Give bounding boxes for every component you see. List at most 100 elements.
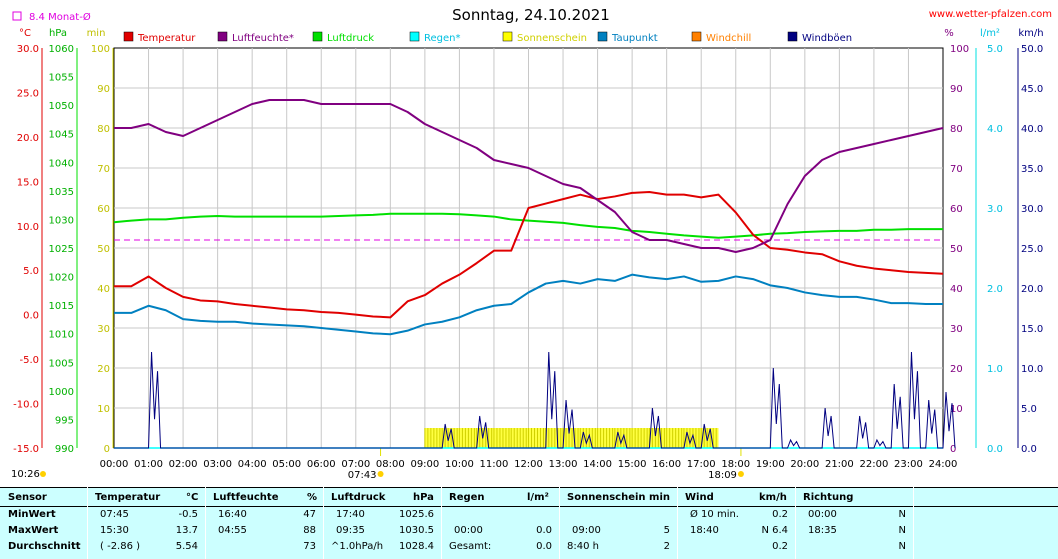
sun-marker-label: 18:09 bbox=[708, 470, 737, 481]
wind-tick-label: 5.0 bbox=[1021, 404, 1037, 415]
series-line-taupunkt bbox=[114, 273, 943, 336]
minutes-tick-label: 50 bbox=[97, 244, 110, 255]
pressure-tick-label: 1040 bbox=[49, 158, 74, 169]
percent-tick-label: 10 bbox=[950, 404, 963, 415]
rain-time: 00:00 bbox=[454, 525, 483, 536]
minutes-axis-unit: min bbox=[87, 28, 106, 39]
pressure-tick-label: 1020 bbox=[49, 273, 74, 284]
pressure-tick-label: 995 bbox=[55, 415, 74, 426]
rain-tick-label: 4.0 bbox=[987, 124, 1003, 135]
header-wind: Wind bbox=[685, 492, 714, 503]
x-tick-label: 00:00 bbox=[100, 459, 129, 470]
sunrise-duration-label: 10:26 bbox=[11, 469, 40, 480]
percent-tick-label: 50 bbox=[950, 244, 963, 255]
temp-axis-unit: °C bbox=[19, 28, 31, 39]
wind-tick-label: 25.0 bbox=[1021, 244, 1043, 255]
rain-tick-label: 1.0 bbox=[987, 364, 1003, 375]
header-humidity: Luftfeuchte bbox=[213, 492, 279, 503]
x-tick-label: 24:00 bbox=[929, 459, 958, 470]
sunshine-bars bbox=[424, 428, 719, 448]
minutes-tick-label: 100 bbox=[91, 44, 110, 55]
x-tick-label: 21:00 bbox=[825, 459, 854, 470]
dir-value: N bbox=[898, 509, 906, 520]
wind-value: 0.2 bbox=[772, 541, 788, 552]
press-trend: ^1.0hPa/h bbox=[331, 541, 384, 552]
hum-value: 47 bbox=[303, 509, 316, 520]
rain-axis-unit: l/m² bbox=[980, 28, 1000, 39]
wind-tick-label: 40.0 bbox=[1021, 124, 1043, 135]
x-tick-label: 03:00 bbox=[203, 459, 232, 470]
percent-tick-label: 90 bbox=[950, 84, 963, 95]
legend-label: Regen* bbox=[424, 33, 461, 44]
temp-tick-label: 0.0 bbox=[23, 311, 39, 322]
dir-time: 00:00 bbox=[808, 509, 837, 520]
wind-axis-unit: km/h bbox=[1018, 28, 1043, 39]
header-direction: Richtung bbox=[803, 492, 854, 503]
sun-value: 2 bbox=[663, 541, 670, 552]
table-header-divider bbox=[0, 506, 1058, 507]
minutes-tick-label: 10 bbox=[97, 404, 110, 415]
pressure-tick-label: 1050 bbox=[49, 101, 74, 112]
row-label: Durchschnitt bbox=[8, 541, 81, 552]
legend-swatch bbox=[409, 31, 420, 42]
series-line-luftdruck bbox=[113, 212, 943, 239]
x-tick-label: 11:00 bbox=[480, 459, 509, 470]
x-tick-label: 10:00 bbox=[445, 459, 474, 470]
sun-value: 5 bbox=[663, 525, 670, 536]
press-value: 1028.4 bbox=[399, 541, 434, 552]
month-average-marker bbox=[12, 11, 22, 21]
header-pressure-unit: hPa bbox=[413, 492, 434, 503]
x-tick-label: 20:00 bbox=[790, 459, 819, 470]
header-temperature-unit: °C bbox=[186, 492, 199, 503]
legend-label: Luftdruck bbox=[327, 33, 374, 44]
wind-tick-label: 45.0 bbox=[1021, 84, 1043, 95]
temp-tick-label: -5.0 bbox=[19, 355, 39, 366]
legend-swatch bbox=[123, 31, 134, 42]
x-tick-label: 02:00 bbox=[169, 459, 198, 470]
chart-title: Sonntag, 24.10.2021 bbox=[452, 6, 610, 24]
rain-tick-label: 0.0 bbox=[987, 444, 1003, 455]
header-sunshine: Sonnenschein min bbox=[567, 492, 670, 503]
pressure-tick-label: 1000 bbox=[49, 387, 74, 398]
dir-value: N bbox=[898, 541, 906, 552]
wind-time: Ø 10 min. bbox=[690, 509, 739, 520]
header-humidity-unit: % bbox=[307, 492, 318, 503]
x-tick-label: 14:00 bbox=[583, 459, 612, 470]
pressure-tick-label: 1060 bbox=[49, 44, 74, 55]
legend-swatch bbox=[312, 31, 323, 42]
header-sensor: Sensor bbox=[8, 492, 47, 503]
header-rain: Regen bbox=[449, 492, 485, 503]
temp-value: 13.7 bbox=[175, 525, 198, 536]
pressure-tick-label: 1030 bbox=[49, 215, 74, 226]
minutes-tick-label: 40 bbox=[97, 284, 110, 295]
press-time: 17:40 bbox=[336, 509, 365, 520]
month-average-label: 8.4 Monat-Ø bbox=[29, 11, 91, 23]
percent-tick-label: 20 bbox=[950, 364, 963, 375]
pressure-tick-label: 1015 bbox=[49, 301, 74, 312]
x-tick-label: 19:00 bbox=[756, 459, 785, 470]
hum-value: 73 bbox=[303, 541, 316, 552]
x-tick-label: 04:00 bbox=[238, 459, 267, 470]
minutes-tick-label: 0 bbox=[104, 444, 110, 455]
percent-tick-label: 0 bbox=[950, 444, 956, 455]
temp-time: 07:45 bbox=[100, 509, 129, 520]
pressure-tick-label: 1010 bbox=[49, 330, 74, 341]
temp-tick-label: 5.0 bbox=[23, 266, 39, 277]
series-line-temperatur bbox=[114, 191, 944, 319]
legend-swatch bbox=[597, 31, 608, 42]
wind-tick-label: 50.0 bbox=[1021, 44, 1043, 55]
series-line-wind-gusts bbox=[114, 351, 956, 449]
dir-value: N bbox=[898, 525, 906, 536]
sun-marker-label: 07:43 bbox=[348, 470, 377, 481]
wind-tick-label: 10.0 bbox=[1021, 364, 1043, 375]
legend-label: Windböen bbox=[802, 33, 852, 44]
rain-value: 0.0 bbox=[536, 541, 552, 552]
sun-icon bbox=[40, 471, 46, 477]
x-tick-label: 06:00 bbox=[307, 459, 336, 470]
legend-swatch bbox=[217, 31, 228, 42]
x-tick-label: 07:00 bbox=[341, 459, 370, 470]
table-border-top bbox=[0, 487, 1058, 488]
x-tick-label: 15:00 bbox=[618, 459, 647, 470]
temp-value: -0.5 bbox=[178, 509, 198, 520]
